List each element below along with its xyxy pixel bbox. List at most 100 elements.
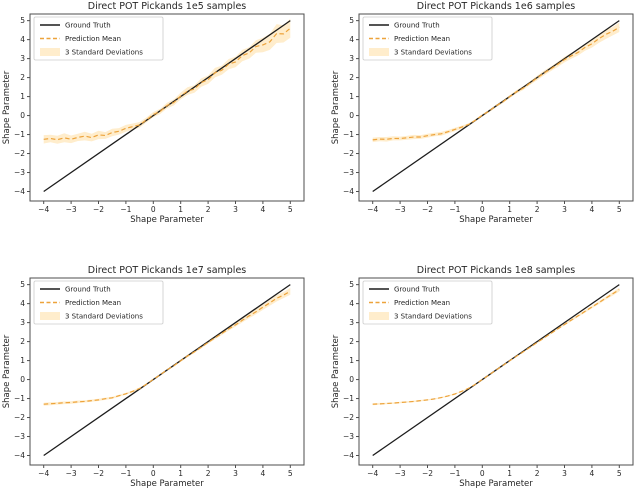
y-tick-label: 1 [349, 356, 354, 365]
x-tick-label: −4 [38, 205, 49, 214]
legend-box [362, 16, 493, 61]
y-tick-label: 2 [20, 337, 25, 346]
legend: Ground Truth Prediction Mean 3 Standard De… [362, 16, 493, 61]
x-tick-label: −1 [449, 469, 460, 478]
y-tick-label: 3 [20, 318, 25, 327]
x-tick-label: −2 [422, 205, 433, 214]
y-axis-label: Shape Parameter [2, 70, 12, 144]
x-tick-label: 4 [590, 205, 595, 214]
x-tick-label: −3 [395, 469, 406, 478]
y-tick-label: 4 [349, 35, 354, 44]
ground-truth-line [372, 284, 620, 457]
y-tick-label: 4 [20, 299, 25, 308]
plot-title: Direct POT Pickands 1e8 samples [417, 265, 576, 276]
x-tick-label: 0 [151, 205, 156, 214]
legend-label: Ground Truth [65, 22, 111, 30]
legend-label: Prediction Mean [65, 299, 121, 307]
legend-label: Prediction Mean [65, 35, 121, 43]
x-tick-label: −4 [367, 469, 378, 478]
x-tick-label: 3 [562, 469, 567, 478]
legend-label: Ground Truth [65, 286, 111, 294]
y-tick-label: 3 [349, 318, 354, 327]
x-axis-label: Shape Parameter [130, 479, 204, 489]
y-tick-label: 2 [20, 73, 25, 82]
y-tick-label: −3 [14, 432, 25, 441]
y-tick-label: −1 [14, 130, 25, 139]
x-tick-label: 3 [562, 205, 567, 214]
y-tick-label: −1 [343, 130, 354, 139]
legend-box [362, 280, 493, 325]
x-tick-label: 1 [507, 469, 512, 478]
y-tick-label: 5 [349, 280, 354, 289]
legend-label: Prediction Mean [394, 35, 450, 43]
y-tick-label: 4 [349, 299, 354, 308]
x-axis-label: Shape Parameter [459, 479, 533, 489]
legend-label: 3 Standard Deviations [394, 313, 472, 321]
x-tick-label: −1 [120, 205, 131, 214]
legend-label: Ground Truth [394, 22, 440, 30]
subplot-svg: Direct POT Pickands 1e7 samples −4 −3 −2 −1 0… [2, 265, 305, 489]
y-axis: −4 −3 −2 −1 0 1 2 3 4 5 [343, 280, 359, 460]
plot-title: Direct POT Pickands 1e5 samples [88, 1, 247, 12]
ground-truth-line [43, 284, 291, 457]
prediction-mean-line [43, 290, 291, 405]
x-tick-label: −2 [422, 469, 433, 478]
x-axis-label: Shape Parameter [130, 215, 204, 225]
plot-title: Direct POT Pickands 1e7 samples [88, 265, 247, 276]
x-tick-label: 4 [261, 205, 266, 214]
x-tick-label: −2 [93, 469, 104, 478]
x-tick-label: 1 [178, 205, 183, 214]
legend-label: Prediction Mean [394, 299, 450, 307]
y-axis-label: Shape Parameter [331, 334, 341, 408]
y-tick-label: −2 [343, 149, 354, 158]
y-tick-label: 0 [349, 375, 354, 384]
y-tick-label: −3 [14, 168, 25, 177]
y-tick-label: −4 [343, 451, 354, 460]
subplot-svg: Direct POT Pickands 1e5 samples −4 −3 −2 −1 0… [2, 1, 305, 225]
x-tick-label: 0 [480, 205, 485, 214]
y-tick-label: 2 [349, 337, 354, 346]
subplot-1e8-samples: Direct POT Pickands 1e8 samples −4 −3 −2 −1 0… [320, 245, 640, 491]
y-tick-label: −1 [343, 394, 354, 403]
y-tick-label: −4 [14, 451, 25, 460]
x-tick-label: 2 [206, 469, 211, 478]
legend-band-sample [40, 48, 60, 56]
x-tick-label: 2 [206, 205, 211, 214]
x-tick-label: −1 [120, 469, 131, 478]
legend-label: 3 Standard Deviations [394, 49, 472, 57]
legend-box [33, 280, 164, 325]
y-tick-label: 1 [349, 92, 354, 101]
x-tick-label: 2 [535, 205, 540, 214]
x-tick-label: −2 [93, 205, 104, 214]
axes-frame [29, 277, 305, 466]
legend-band-sample [40, 312, 60, 320]
plot-title: Direct POT Pickands 1e6 samples [417, 1, 576, 12]
y-tick-label: −3 [343, 432, 354, 441]
legend-band-sample [369, 312, 389, 320]
x-tick-label: 0 [151, 469, 156, 478]
legend-label: 3 Standard Deviations [65, 313, 143, 321]
x-tick-label: −3 [66, 469, 77, 478]
x-tick-label: 3 [233, 469, 238, 478]
legend: Ground Truth Prediction Mean 3 Standard De… [33, 280, 164, 325]
y-tick-label: 3 [20, 54, 25, 63]
x-tick-label: 5 [288, 205, 293, 214]
y-tick-label: −4 [343, 187, 354, 196]
legend: Ground Truth Prediction Mean 3 Standard De… [362, 280, 493, 325]
y-tick-label: −1 [14, 394, 25, 403]
x-tick-label: 4 [261, 469, 266, 478]
y-tick-label: 2 [349, 73, 354, 82]
legend: Ground Truth Prediction Mean 3 Standard De… [33, 16, 164, 61]
y-tick-label: 5 [349, 16, 354, 25]
prediction-mean-line [43, 27, 291, 141]
legend-band-sample [369, 48, 389, 56]
axes-frame [358, 277, 634, 466]
x-tick-label: −4 [38, 469, 49, 478]
x-tick-label: −1 [449, 205, 460, 214]
y-tick-label: −2 [343, 413, 354, 422]
y-tick-label: 1 [20, 92, 25, 101]
y-axis: −4 −3 −2 −1 0 1 2 3 4 5 [14, 16, 30, 196]
x-tick-label: −4 [367, 205, 378, 214]
legend-label: 3 Standard Deviations [65, 49, 143, 57]
